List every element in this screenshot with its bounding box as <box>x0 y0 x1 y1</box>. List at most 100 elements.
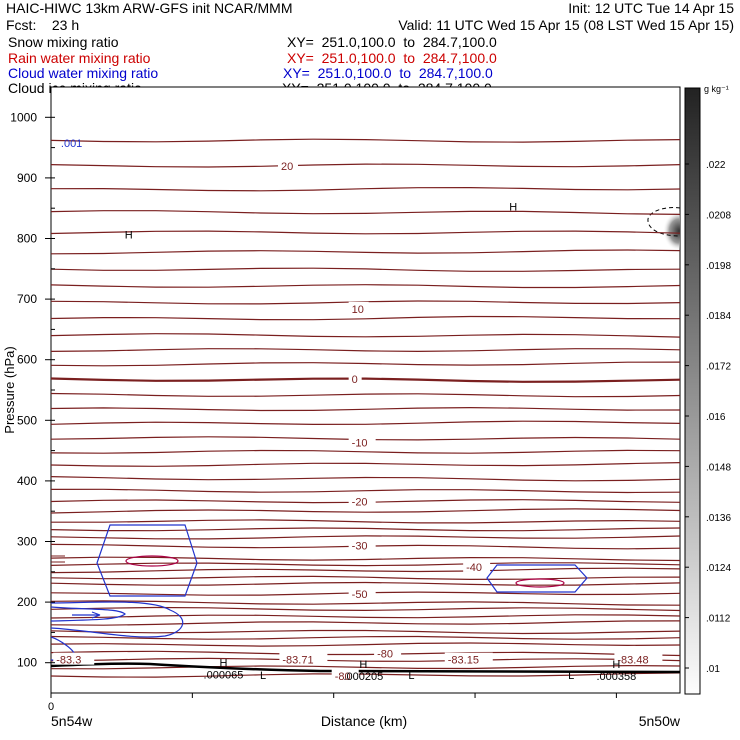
extremum-symbol: H <box>509 201 517 213</box>
cloud-water-region <box>51 601 184 638</box>
header-right-line2: Valid: 11 UTC Wed 15 Apr 15 (08 LST Wed … <box>398 17 734 33</box>
y-tick-label: 600 <box>17 353 37 367</box>
temperature-label: -80 <box>335 671 351 683</box>
extremum-symbol: H <box>359 659 367 671</box>
colorbar-tick-label: .0208 <box>706 210 731 221</box>
isotherm-line <box>51 642 680 647</box>
isotherm-line <box>51 672 680 678</box>
colorbar-tick-label: .01 <box>706 664 720 675</box>
isotherm-line <box>51 508 680 514</box>
isotherm-line <box>51 210 680 215</box>
temperature-label: -20 <box>352 497 368 509</box>
isotherm-line <box>51 620 680 626</box>
cloud-water-arrow <box>72 611 101 619</box>
y-tick-label: 300 <box>17 535 37 549</box>
isotherm-line <box>51 476 680 482</box>
cloud-ice-shading <box>663 211 680 251</box>
extremum-symbol: L <box>408 670 414 682</box>
temperature-label: -80 <box>377 649 393 661</box>
isotherm-line <box>51 377 680 383</box>
colorbar-tick-label: .016 <box>706 412 726 423</box>
isotherm-line <box>51 420 680 426</box>
header-right-line1: Init: 12 UTC Tue 14 Apr 15 <box>568 0 734 16</box>
temperature-label-bg <box>279 652 328 665</box>
temperature-label: -83.3 <box>56 655 81 667</box>
plot-frame <box>50 86 681 694</box>
colorbar: .01 .0112 .0124 .0136 .0148 .016 .0172 .0184 .01… <box>684 84 731 695</box>
temperature-label: 10 <box>352 304 364 316</box>
temperature-label: -83.48 <box>617 655 648 667</box>
rain-region <box>125 555 179 567</box>
isotherm-line <box>51 267 680 272</box>
isotherm-line <box>51 650 680 657</box>
isotherm-line <box>51 629 680 635</box>
isotherm-line <box>51 600 680 606</box>
y-tick-label: 100 <box>17 656 37 670</box>
colorbar-bar <box>684 87 701 695</box>
isotherm-line <box>51 249 680 255</box>
isotherm-line <box>51 361 680 367</box>
x-right-endpoint: 5n50w <box>639 713 681 729</box>
temperature-label-bg <box>348 301 369 314</box>
y-tick-label: 400 <box>17 474 37 488</box>
rain-region <box>515 578 565 588</box>
y-tick-label: 800 <box>17 232 37 246</box>
isotherm-line <box>51 138 680 143</box>
temperature-label-bg <box>348 538 376 551</box>
x-axis-label: Distance (km) <box>321 713 407 729</box>
extremum-symbol: H <box>612 659 620 671</box>
field-name-cloud-water: Cloud water mixing ratio <box>8 65 158 81</box>
extremum-value: .000205 <box>343 671 383 683</box>
temperature-label-bg <box>277 158 298 171</box>
temperature-label: -50 <box>352 589 368 601</box>
y-axis: 100 200 300 400 500 600 700 800 900 1000 <box>10 110 55 670</box>
isotherm-line <box>51 163 680 168</box>
cloud-water-labels: .001 <box>61 138 82 150</box>
colorbar-ticks: .01 .0112 .0124 .0136 .0148 .016 .0172 .0184 .01… <box>685 160 731 675</box>
isotherm-line <box>51 186 680 192</box>
isotherm-line <box>51 230 680 235</box>
isotherm-line <box>51 562 680 567</box>
isotherm-line <box>51 581 680 586</box>
temperature-label-bg <box>348 435 376 448</box>
cloud-water-region <box>96 524 198 597</box>
isotherm-line <box>51 406 680 412</box>
cloud-water-region <box>486 564 588 593</box>
extremum-symbol: H <box>125 229 133 241</box>
isotherm-line <box>51 519 680 524</box>
extremum-value: .000358 <box>597 671 637 683</box>
temperature-label: 0 <box>352 374 358 386</box>
cloud-water-label: .001 <box>61 138 82 150</box>
extremum-value: .000065 <box>204 670 244 682</box>
temperature-label: -83.71 <box>282 655 313 667</box>
isotherm-line <box>51 527 680 532</box>
y-axis-label: Pressure (hPa) <box>2 346 17 433</box>
field-xy-snow: XY= 251.0,100.0 to 284.7,100.0 <box>287 34 497 50</box>
y-tick-label: 700 <box>17 292 37 306</box>
isotherm-line <box>51 300 680 305</box>
isotherm-line <box>51 575 680 581</box>
cloud-water-contours <box>51 524 588 661</box>
temperature-label-bg <box>348 372 362 385</box>
temperature-label-bg <box>331 669 359 682</box>
x-axis <box>50 693 617 698</box>
x-zero-label: 0 <box>48 701 54 713</box>
isotherm-stub <box>51 555 65 563</box>
temperature-label-bg <box>444 652 493 665</box>
y-tick-label: 200 <box>17 595 37 609</box>
cloud-water-region <box>51 606 126 622</box>
extremum-symbol: L <box>260 670 266 682</box>
isotherm-line <box>51 635 680 640</box>
temperature-label: -83.15 <box>448 655 479 667</box>
isotherm-line <box>51 449 680 454</box>
colorbar-tick-label: .022 <box>706 160 726 171</box>
isotherm-line <box>51 392 680 398</box>
temperature-label: -30 <box>352 541 368 553</box>
temperature-label-bg <box>614 652 663 665</box>
x-left-endpoint: 5n54w <box>51 713 93 729</box>
header-left-line2: Fcst: 23 h <box>6 17 79 33</box>
temperature-labels: -80 -83.3 -83.71 -80 -83.15 -83.48 -50 -40 -30 -2… <box>53 158 663 683</box>
colorbar-tick-label: .0172 <box>706 362 731 373</box>
